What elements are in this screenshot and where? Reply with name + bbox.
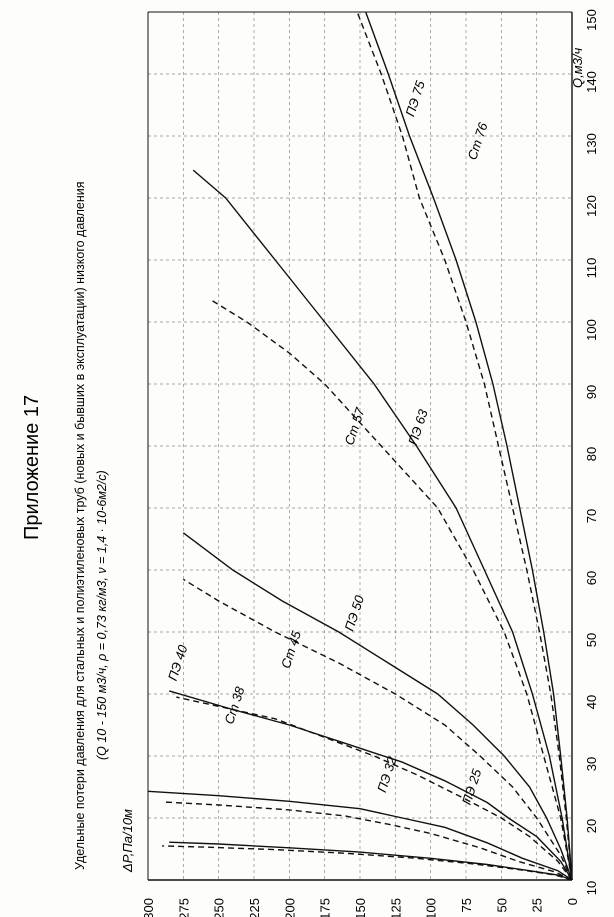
x-tick-label: 50 — [584, 633, 599, 647]
series-line — [356, 11, 573, 881]
y-tick-label: 300 — [141, 898, 156, 917]
y-tick-label: 175 — [318, 898, 333, 917]
x-tick-label: 40 — [584, 695, 599, 709]
x-tick-label: 20 — [584, 819, 599, 833]
x-tick-label: 10 — [584, 881, 599, 895]
x-tick-label: 30 — [584, 757, 599, 771]
curve-label: ПЭ 25 — [459, 766, 485, 806]
x-tick-label: 130 — [584, 133, 599, 155]
y-tick-label: 275 — [176, 898, 191, 917]
y-tick-label: 125 — [388, 898, 403, 917]
axes — [147, 11, 573, 881]
x-tick-label: 90 — [584, 385, 599, 399]
curve-label: ПЭ 50 — [342, 593, 368, 633]
curve-label: ПЭ 40 — [165, 642, 191, 682]
y-tick-label: 75 — [459, 898, 474, 912]
x-tick-label: 100 — [584, 319, 599, 341]
y-tick-label: 250 — [212, 898, 227, 917]
x-axis-label: Q,м3/ч — [570, 48, 585, 88]
chart-title: Удельные потери давления для стальных и … — [73, 181, 87, 870]
x-tick-label: 120 — [584, 195, 599, 217]
appendix-label: Приложение 17 — [21, 395, 43, 540]
tick-labels: 10 20 30 40 50 60 70 80 90 100 110 120 130 140 150 0 25 5… — [141, 9, 599, 917]
curve-label: Ст 76 — [464, 120, 490, 162]
series-line — [176, 696, 573, 881]
x-tick-label: 150 — [584, 9, 599, 31]
x-tick-label: 60 — [584, 571, 599, 585]
curve-label: ПЭ 63 — [405, 407, 431, 447]
chart-subtitle: (Q 10 - 150 м3/ч, ρ = 0,73 кг/м3, ν = 1,… — [95, 470, 109, 760]
curve-label: Ст 45 — [278, 628, 304, 670]
series-line — [211, 299, 573, 881]
x-tick-label: 140 — [584, 71, 599, 93]
curve-label: ПЭ 75 — [402, 78, 428, 118]
series-line — [182, 578, 573, 881]
y-tick-label: 200 — [282, 898, 297, 917]
series-line — [192, 169, 573, 881]
y-tick-label: 150 — [353, 898, 368, 917]
grid — [147, 11, 573, 881]
series-lines — [147, 11, 573, 881]
series-line — [162, 801, 573, 881]
series-line — [169, 690, 573, 881]
x-tick-label: 80 — [584, 447, 599, 461]
y-tick-label: 25 — [530, 898, 545, 912]
y-tick-label: 225 — [247, 898, 262, 917]
curve-label: Ст 57 — [342, 405, 368, 447]
curve-label: Ст 38 — [221, 684, 247, 726]
curve-label: ПЭ 32 — [374, 754, 400, 794]
y-tick-label: 0 — [565, 898, 580, 905]
y-axis-label: ΔP,Па/10м — [120, 809, 135, 873]
y-tick-label: 100 — [424, 898, 439, 917]
series-line — [162, 845, 573, 881]
x-tick-label: 70 — [584, 509, 599, 523]
x-tick-label: 110 — [584, 258, 599, 279]
series-line — [147, 790, 573, 881]
series-line — [182, 532, 573, 881]
series-line — [365, 11, 573, 881]
y-tick-label: 50 — [494, 898, 509, 912]
